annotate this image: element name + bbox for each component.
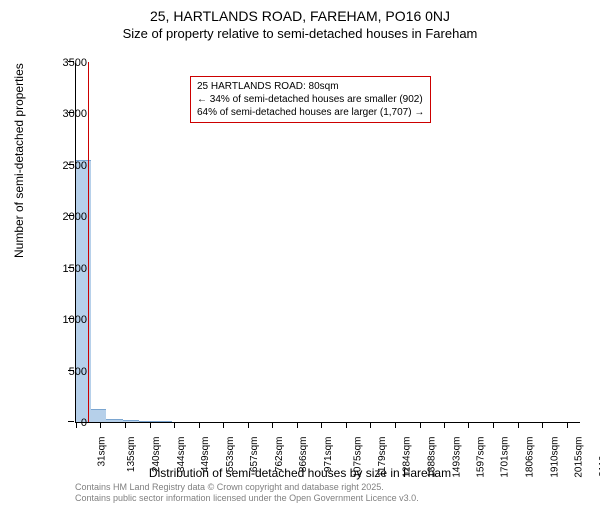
x-tick <box>567 423 568 428</box>
histogram-bar <box>106 419 122 422</box>
x-tick-label: 1806sqm <box>525 437 536 478</box>
x-tick-label: 1493sqm <box>451 437 462 478</box>
x-tick <box>199 423 200 428</box>
x-tick <box>248 423 249 428</box>
x-tick <box>346 423 347 428</box>
x-tick-label: 1388sqm <box>427 437 438 478</box>
x-tick <box>468 423 469 428</box>
x-tick <box>297 423 298 428</box>
x-tick <box>223 423 224 428</box>
x-tick-label: 1597sqm <box>476 437 487 478</box>
x-tick <box>542 423 543 428</box>
x-tick-label: 553sqm <box>225 437 236 473</box>
footer-line-1: Contains HM Land Registry data © Crown c… <box>75 482 419 493</box>
x-tick-label: 971sqm <box>323 437 334 473</box>
x-tick-label: 344sqm <box>176 437 187 473</box>
x-tick-label: 31sqm <box>97 437 108 467</box>
x-tick <box>272 423 273 428</box>
x-tick-label: 449sqm <box>200 437 211 473</box>
y-tick-label: 2500 <box>63 160 87 172</box>
y-tick-label: 1500 <box>63 263 87 275</box>
y-tick-label: 2000 <box>63 211 87 223</box>
y-tick <box>68 421 74 422</box>
x-tick <box>420 423 421 428</box>
x-tick-label: 1075sqm <box>353 437 364 478</box>
x-tick <box>370 423 371 428</box>
annotation-line: 25 HARTLANDS ROAD: 80sqm <box>197 80 424 93</box>
y-tick-label: 3000 <box>63 108 87 120</box>
annotation-line: ← 34% of semi-detached houses are smalle… <box>197 93 424 106</box>
y-tick-label: 0 <box>81 417 87 429</box>
histogram-bar <box>123 420 139 422</box>
y-tick-label: 1000 <box>63 314 87 326</box>
x-tick <box>444 423 445 428</box>
y-tick-label: 500 <box>69 366 87 378</box>
histogram-bar <box>91 409 106 422</box>
annotation-box: 25 HARTLANDS ROAD: 80sqm← 34% of semi-de… <box>190 76 431 123</box>
reference-line <box>88 62 90 422</box>
title-sub: Size of property relative to semi-detach… <box>0 26 600 41</box>
x-tick-label: 1701sqm <box>500 437 511 478</box>
x-tick <box>100 423 101 428</box>
x-tick <box>150 423 151 428</box>
x-tick-label: 2015sqm <box>574 437 585 478</box>
x-tick <box>76 423 77 428</box>
attribution-footer: Contains HM Land Registry data © Crown c… <box>75 482 419 504</box>
x-tick-label: 135sqm <box>127 437 138 473</box>
x-tick <box>125 423 126 428</box>
x-tick <box>174 423 175 428</box>
footer-line-2: Contains public sector information licen… <box>75 493 419 504</box>
histogram-bar <box>139 421 155 423</box>
x-tick <box>321 423 322 428</box>
x-tick-label: 866sqm <box>298 437 309 473</box>
histogram-bar <box>156 421 172 422</box>
x-tick <box>493 423 494 428</box>
x-tick-label: 1179sqm <box>377 437 388 477</box>
x-tick-label: 1284sqm <box>402 437 413 478</box>
x-tick-label: 240sqm <box>151 437 162 473</box>
x-tick <box>518 423 519 428</box>
x-tick-label: 1910sqm <box>549 437 560 478</box>
x-tick <box>395 423 396 428</box>
y-tick-label: 3500 <box>63 57 87 69</box>
title-main: 25, HARTLANDS ROAD, FAREHAM, PO16 0NJ <box>0 8 600 24</box>
x-tick-label: 657sqm <box>249 437 260 473</box>
x-tick-label: 762sqm <box>274 437 285 473</box>
annotation-line: 64% of semi-detached houses are larger (… <box>197 106 424 119</box>
y-axis-title: Number of semi-detached properties <box>12 63 26 258</box>
